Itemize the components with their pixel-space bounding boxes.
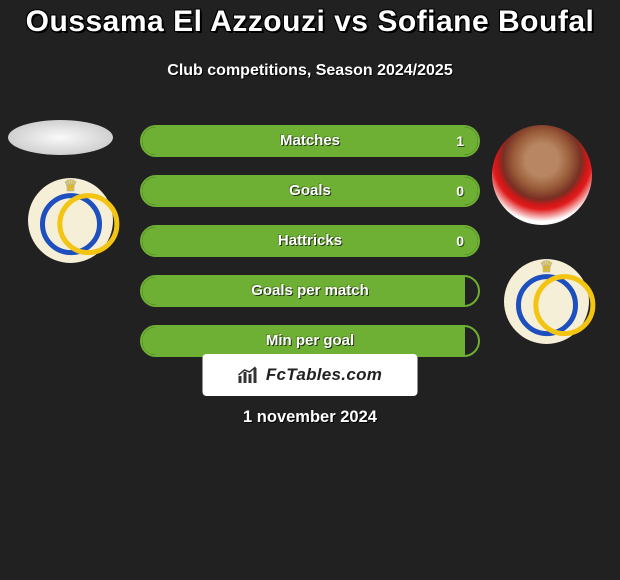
page-title: Oussama El Azzouzi vs Sofiane Boufal [0, 5, 620, 39]
stat-bar-goals: Goals 0 [140, 175, 480, 207]
bar-label: Goals [142, 177, 478, 205]
bar-label: Hattricks [142, 227, 478, 255]
bar-label: Matches [142, 127, 478, 155]
watermark: FcTables.com [203, 354, 418, 396]
player-right-avatar [492, 125, 592, 225]
bar-label: Min per goal [142, 327, 478, 355]
player-left-avatar [8, 120, 113, 155]
player-right-club-crest: ♛ [504, 259, 589, 344]
stat-bar-matches: Matches 1 [140, 125, 480, 157]
watermark-text: FcTables.com [266, 365, 382, 385]
date-label: 1 november 2024 [0, 408, 620, 427]
stat-bar-goals-per-match: Goals per match [140, 275, 480, 307]
stat-bar-min-per-goal: Min per goal [140, 325, 480, 357]
stat-bars: Matches 1 Goals 0 Hattricks 0 Goals per … [140, 125, 480, 375]
bar-value-right: 1 [456, 127, 464, 155]
bar-value-right: 0 [456, 227, 464, 255]
stat-bar-hattricks: Hattricks 0 [140, 225, 480, 257]
bar-label: Goals per match [142, 277, 478, 305]
player-left-club-crest: ♛ [28, 178, 113, 263]
comparison-card: Oussama El Azzouzi vs Sofiane Boufal Clu… [0, 0, 620, 580]
subtitle: Club competitions, Season 2024/2025 [0, 62, 620, 80]
barchart-icon [238, 366, 260, 384]
bar-value-right: 0 [456, 177, 464, 205]
